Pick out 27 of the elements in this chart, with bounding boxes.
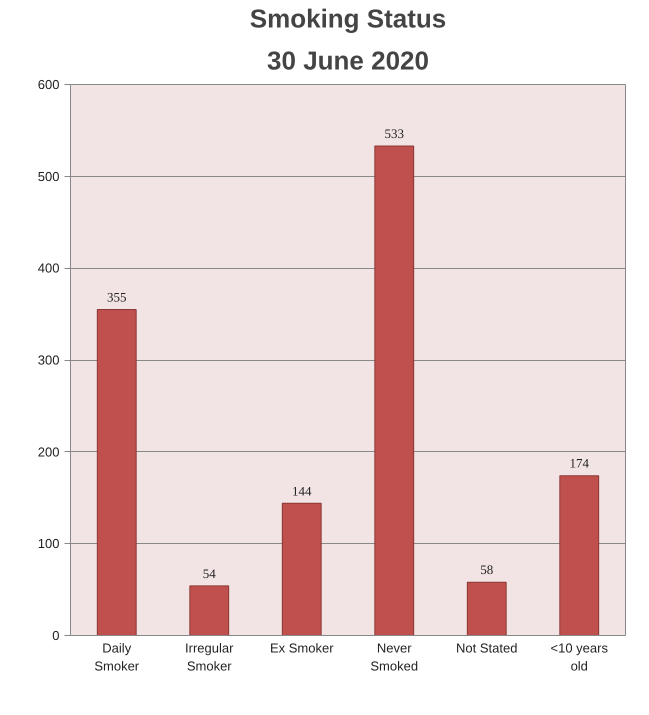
bar — [282, 502, 322, 636]
y-tick-label: 600 — [38, 77, 60, 92]
chart-title: Smoking Status — [250, 4, 446, 34]
y-tick-label: 100 — [38, 536, 60, 552]
y-tick-label: 200 — [38, 444, 60, 460]
y-tick-label: 500 — [38, 168, 60, 184]
x-tick-label: <10 years old — [550, 640, 608, 674]
y-tick-label: 0 — [52, 628, 60, 643]
x-tick-label: Irregular Smoker — [185, 640, 234, 674]
x-tick-label: Never Smoked — [370, 640, 418, 674]
bar — [374, 146, 414, 636]
x-tick-label: Not Stated — [456, 640, 518, 656]
bar — [189, 585, 230, 636]
bar — [559, 475, 600, 636]
x-tick-label: Ex Smoker — [270, 640, 334, 656]
data-label: 174 — [570, 456, 590, 471]
data-label: 144 — [292, 483, 312, 498]
data-label: 58 — [480, 562, 494, 578]
y-tick-label: 300 — [38, 352, 60, 368]
y-tick-label: 400 — [38, 260, 60, 276]
data-label: 355 — [107, 289, 126, 304]
data-label: 533 — [384, 126, 404, 142]
bar — [466, 582, 507, 636]
bar — [96, 308, 137, 636]
x-tick-label: Daily Smoker — [94, 640, 140, 674]
data-label: 54 — [202, 566, 216, 581]
chart-subtitle: 30 June 2020 — [267, 46, 429, 76]
